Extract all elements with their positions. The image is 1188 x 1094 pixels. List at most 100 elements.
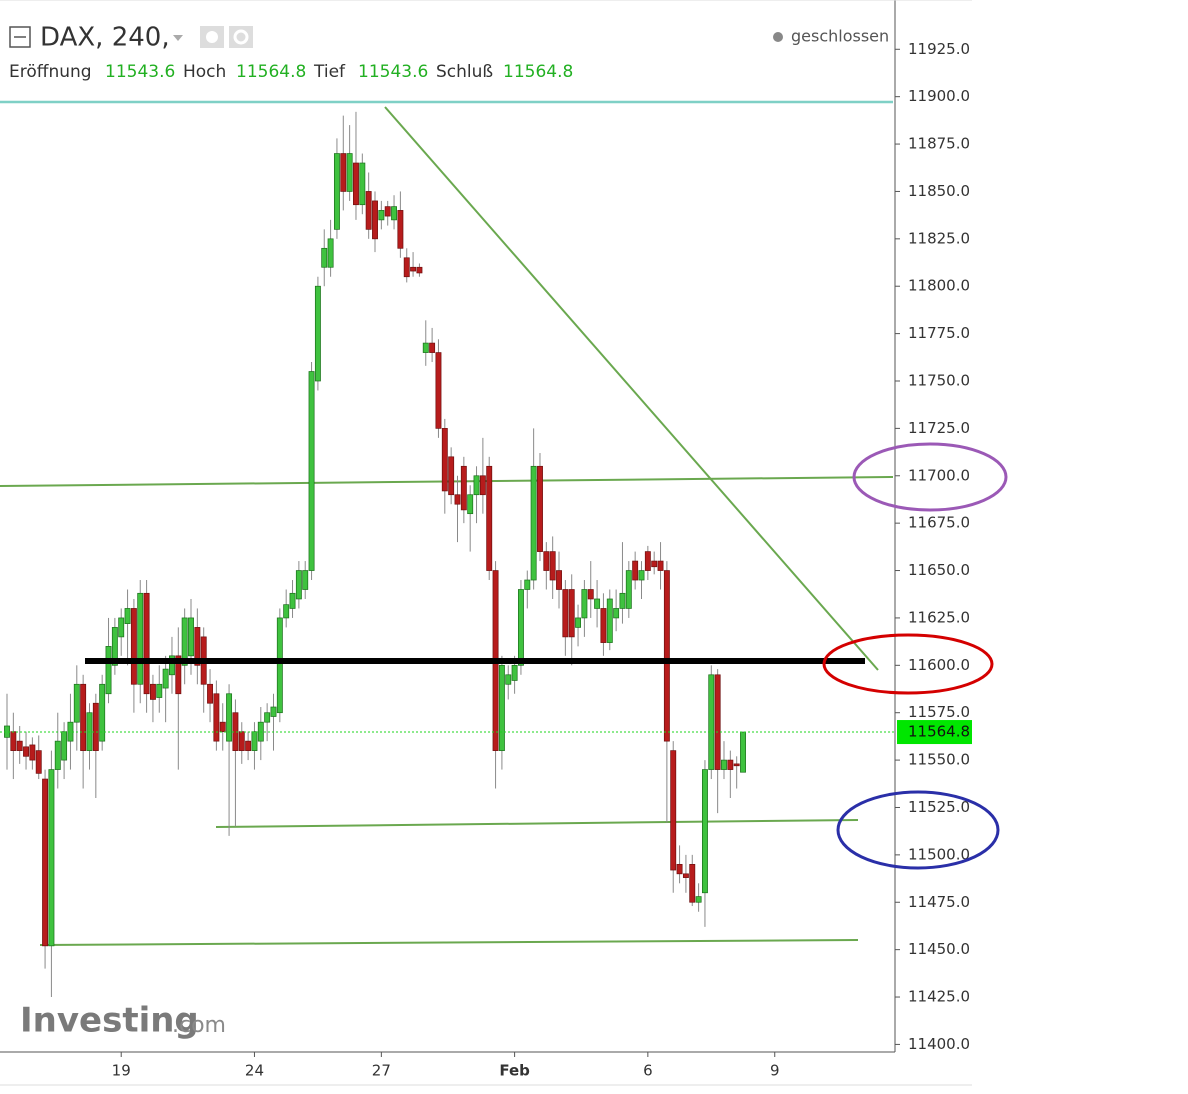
ohlc-label: Tief bbox=[313, 62, 346, 82]
candle-body bbox=[162, 668, 169, 689]
dropdown-icon[interactable] bbox=[173, 35, 183, 41]
y-tick-label: 11425.0 bbox=[908, 988, 970, 1006]
candle-body bbox=[537, 465, 543, 552]
candle-body bbox=[137, 592, 144, 685]
y-tick-label: 11800.0 bbox=[908, 277, 970, 295]
y-tick-label: 11625.0 bbox=[908, 608, 970, 626]
candle-body bbox=[727, 759, 734, 770]
candle-body bbox=[48, 769, 55, 947]
candle-body bbox=[321, 247, 328, 268]
candle-body bbox=[99, 683, 106, 742]
candle-body bbox=[92, 702, 99, 751]
ohlc-label: Hoch bbox=[183, 62, 226, 82]
trend-line bbox=[384, 106, 879, 671]
candle-body bbox=[353, 162, 359, 206]
candle-body bbox=[682, 873, 689, 878]
candle-body bbox=[410, 266, 417, 272]
highlight-ellipse bbox=[822, 633, 994, 695]
candle-body bbox=[327, 238, 334, 268]
y-tick-label: 11475.0 bbox=[908, 893, 970, 911]
candle-body bbox=[568, 589, 575, 638]
highlight-ellipse bbox=[852, 442, 1008, 512]
candle-body bbox=[378, 210, 385, 221]
y-tick-label: 11775.0 bbox=[908, 324, 970, 342]
y-tick-label: 11500.0 bbox=[908, 845, 970, 863]
candle-body bbox=[156, 683, 163, 698]
candle-body bbox=[245, 740, 252, 751]
candle-body bbox=[543, 551, 550, 571]
candle-body bbox=[479, 475, 486, 496]
candle-body bbox=[505, 674, 512, 685]
settings-icon[interactable] bbox=[229, 26, 253, 48]
ohlc-value: 11543.6 bbox=[358, 62, 428, 82]
candle-body bbox=[429, 342, 436, 353]
status: geschlossen bbox=[791, 27, 889, 46]
candle-body bbox=[740, 731, 746, 773]
candle-body bbox=[314, 285, 321, 382]
candle-body bbox=[556, 570, 562, 590]
candle-body bbox=[676, 863, 683, 875]
candle-body bbox=[61, 731, 68, 761]
y-tick-label: 11525.0 bbox=[908, 798, 970, 816]
candle-body bbox=[283, 604, 290, 619]
candle-body bbox=[105, 646, 112, 695]
candle-body bbox=[441, 428, 448, 492]
candle-body bbox=[663, 570, 670, 742]
settings-icon-inner bbox=[233, 29, 249, 45]
candle-body bbox=[111, 627, 118, 666]
drawn-line bbox=[215, 819, 859, 828]
candle-body bbox=[721, 759, 727, 770]
candle-body bbox=[530, 465, 537, 581]
x-tick-label: 24 bbox=[245, 1062, 264, 1080]
y-tick-label: 11675.0 bbox=[908, 514, 970, 532]
candle-body bbox=[701, 769, 708, 894]
candle-body bbox=[714, 674, 721, 770]
candle-body bbox=[473, 475, 480, 496]
candle-body bbox=[251, 731, 258, 751]
chart-bg bbox=[0, 0, 972, 1085]
y-tick-label: 11700.0 bbox=[908, 466, 970, 484]
candle-body bbox=[689, 863, 696, 903]
y-tick-label: 11450.0 bbox=[908, 940, 970, 958]
candle-body bbox=[295, 570, 302, 600]
candle-body bbox=[422, 342, 429, 353]
candle-body bbox=[454, 494, 461, 505]
candle-body bbox=[308, 371, 315, 571]
candle-body bbox=[175, 655, 182, 695]
candle-body bbox=[651, 560, 658, 568]
candle-body bbox=[498, 664, 505, 751]
candle-body bbox=[594, 598, 601, 609]
candle-body bbox=[359, 162, 366, 206]
candle-body bbox=[619, 592, 626, 609]
candle-body bbox=[29, 744, 36, 761]
candle-body bbox=[226, 693, 233, 742]
candle-body bbox=[213, 693, 220, 742]
candle-body bbox=[16, 740, 23, 751]
collapse-icon[interactable] bbox=[9, 26, 31, 48]
candle-body bbox=[657, 560, 664, 571]
candle-body bbox=[632, 560, 639, 581]
y-tick-label: 11650.0 bbox=[908, 561, 970, 579]
candle-body bbox=[511, 664, 518, 681]
candle-body bbox=[403, 257, 410, 278]
drawn-line bbox=[39, 939, 859, 946]
candle-body bbox=[188, 617, 194, 657]
candle-body bbox=[708, 674, 715, 770]
y-tick-label: 11825.0 bbox=[908, 229, 970, 247]
candle-body bbox=[391, 206, 397, 221]
ohlc-value: 11564.8 bbox=[503, 62, 573, 82]
eye-icon-inner bbox=[206, 31, 218, 43]
y-tick-label: 11575.0 bbox=[908, 703, 970, 721]
candle-body bbox=[670, 750, 677, 871]
candle-body bbox=[289, 592, 296, 609]
candle-body bbox=[581, 589, 588, 619]
y-tick-label: 11750.0 bbox=[908, 371, 970, 389]
candle-body bbox=[149, 683, 156, 700]
candle-body bbox=[276, 617, 283, 714]
y-tick-label: 11900.0 bbox=[908, 87, 970, 105]
ohlc-label: Eröffnung bbox=[9, 62, 92, 82]
last-price-box bbox=[897, 720, 972, 745]
candle-body bbox=[435, 352, 442, 429]
candle-body bbox=[606, 598, 613, 643]
